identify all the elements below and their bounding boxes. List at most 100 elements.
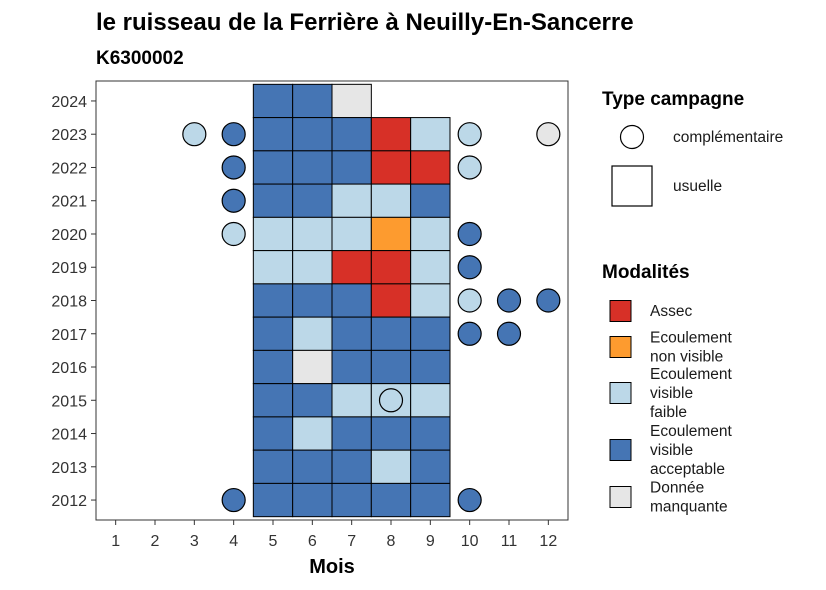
tile-2017-6 — [292, 316, 333, 351]
legend-label-assec: Assec — [650, 303, 692, 320]
legend-key-complementaire — [619, 124, 645, 150]
tile-2018-5 — [252, 283, 294, 318]
x-tick-label: 9 — [426, 533, 435, 550]
y-tick-label: 2023 — [51, 127, 87, 144]
tile-2018-9 — [410, 283, 451, 318]
tile-2024-7 — [331, 83, 372, 119]
tile-2021-5 — [252, 183, 294, 218]
tile-2014-6 — [292, 416, 333, 451]
tile-2012-6 — [292, 482, 333, 518]
tile-2021-6 — [292, 183, 333, 218]
legend-label-acceptable: Ecoulement visible acceptable — [650, 423, 733, 478]
tile-2018-8 — [370, 283, 412, 318]
legend-label-usuelle: usuelle — [673, 178, 722, 195]
y-tick-label: 2015 — [51, 393, 87, 410]
tile-2015-5 — [252, 383, 294, 418]
x-tick-label: 5 — [269, 533, 278, 550]
point-2023-4 — [221, 122, 246, 147]
tile-2013-9 — [410, 449, 451, 484]
legend-key-usuelle — [611, 165, 653, 207]
tile-2014-7 — [331, 416, 372, 451]
y-tick-label: 2016 — [51, 360, 87, 377]
tile-2012-8 — [370, 482, 412, 518]
legend-label-complementaire: complémentaire — [673, 129, 783, 146]
tile-2019-7 — [331, 250, 372, 285]
point-2018-12 — [536, 288, 561, 313]
x-tick-label: 10 — [461, 533, 479, 550]
x-axis-label: Mois — [309, 556, 355, 578]
y-tick-label: 2022 — [51, 160, 87, 177]
legend-key-acceptable — [609, 439, 632, 461]
x-tick-label: 4 — [229, 533, 238, 550]
tile-2020-7 — [331, 216, 372, 252]
tile-2022-9 — [410, 150, 451, 185]
tile-2013-6 — [292, 449, 333, 484]
y-tick-label: 2017 — [51, 327, 87, 344]
legend-campagne-title: Type campagne — [602, 89, 744, 110]
legend-label-faible: Ecoulement visible faible — [650, 366, 733, 421]
tile-2016-5 — [252, 349, 294, 385]
y-tick-label: 2020 — [51, 227, 87, 244]
legend-type-campagne: Type campagne complémentaire usuelle — [602, 89, 783, 207]
tile-2022-8 — [370, 150, 412, 185]
tile-2014-9 — [410, 416, 451, 451]
point-2015-8 — [378, 388, 404, 413]
point-2023-10 — [457, 122, 482, 147]
tile-2015-7 — [331, 383, 372, 418]
point-2022-10 — [457, 155, 482, 180]
y-axis: 2012 2013 2014 2015 2016 2017 2018 2019 2020 2021… — [51, 94, 96, 510]
legend-key-manquante — [609, 486, 632, 508]
point-2019-10 — [457, 255, 482, 280]
x-tick-label: 11 — [501, 533, 518, 550]
chart-subtitle: K6300002 — [96, 48, 184, 69]
x-tick-label: 7 — [347, 533, 356, 550]
x-tick-label: 2 — [151, 533, 160, 550]
tile-2020-9 — [410, 216, 451, 252]
tile-2013-5 — [252, 449, 294, 484]
point-2012-10 — [457, 487, 482, 513]
point-2017-10 — [457, 321, 482, 346]
tile-2016-8 — [370, 349, 412, 385]
tile-2018-7 — [331, 283, 372, 318]
tile-2012-7 — [331, 482, 372, 518]
legend-key-assec — [609, 300, 632, 322]
tile-2015-9 — [410, 383, 451, 418]
y-tick-label: 2018 — [51, 294, 87, 311]
point-2021-4 — [221, 188, 246, 213]
tile-2023-8 — [370, 117, 412, 152]
usuelle-tiles — [252, 83, 451, 518]
tile-2022-7 — [331, 150, 372, 185]
point-2022-4 — [221, 155, 246, 180]
legend-key-nonvisible — [609, 336, 632, 358]
point-2020-4 — [221, 221, 246, 247]
tile-2019-5 — [252, 250, 294, 285]
tile-2012-9 — [410, 482, 451, 518]
tile-2018-6 — [292, 283, 333, 318]
tile-2024-6 — [292, 83, 333, 119]
point-2012-4 — [221, 487, 246, 513]
legend-label-manquante: Donnée manquante — [650, 480, 728, 516]
point-2018-10 — [457, 288, 482, 313]
tile-2017-7 — [331, 316, 372, 351]
tile-2012-5 — [252, 482, 294, 518]
tile-2021-8 — [370, 183, 412, 218]
point-2017-11 — [496, 321, 522, 346]
tile-2015-6 — [292, 383, 333, 418]
y-tick-label: 2024 — [51, 94, 87, 111]
tile-2016-6 — [292, 349, 333, 385]
point-2020-10 — [457, 221, 482, 247]
tile-2020-5 — [252, 216, 294, 252]
y-tick-label: 2012 — [51, 493, 87, 510]
x-tick-label: 3 — [190, 533, 199, 550]
tile-2016-9 — [410, 349, 451, 385]
tile-2017-9 — [410, 316, 451, 351]
tile-2023-5 — [252, 117, 294, 152]
tile-2023-9 — [410, 117, 451, 152]
point-2023-3 — [182, 122, 207, 147]
tile-2024-5 — [252, 83, 294, 119]
x-tick-label: 1 — [111, 533, 120, 550]
x-axis: 1 2 3 4 5 6 7 8 9 10 11 12 — [111, 520, 557, 550]
tile-2022-6 — [292, 150, 333, 185]
